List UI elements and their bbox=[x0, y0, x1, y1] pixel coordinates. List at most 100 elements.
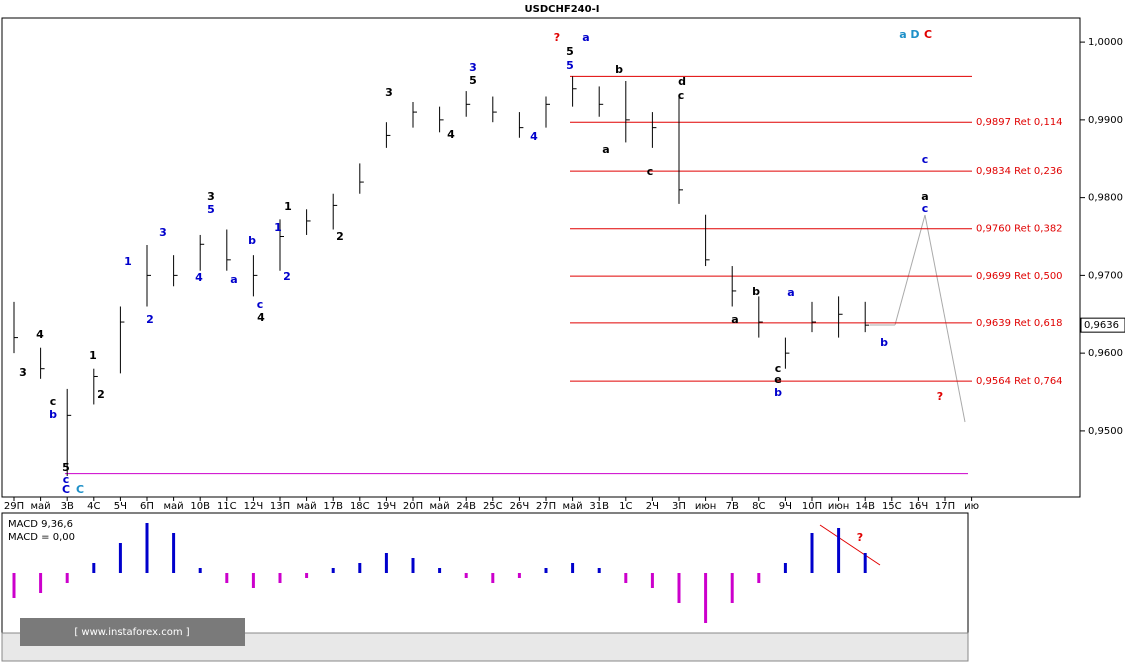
wave-label: 3 bbox=[159, 226, 167, 239]
fib-label: 0,9760 Ret 0,382 bbox=[976, 224, 1063, 235]
wave-label: C bbox=[62, 483, 70, 496]
wave-label: a bbox=[921, 190, 928, 203]
x-tick-label: 24В bbox=[456, 501, 476, 512]
wave-label: 4 bbox=[257, 311, 265, 324]
wave-label: 4 bbox=[530, 130, 538, 143]
x-tick-label: июн bbox=[828, 501, 849, 512]
wave-label: a bbox=[582, 31, 589, 44]
x-tick-label: май bbox=[164, 501, 184, 512]
watermark: [ www.instaforex.com ] bbox=[74, 627, 189, 638]
macd-trend-line bbox=[819, 524, 881, 566]
wave-label: D bbox=[910, 28, 919, 41]
y-tick-label: 0,9700 bbox=[1088, 270, 1123, 281]
wave-label: 2 bbox=[336, 230, 344, 243]
wave-label: 5 bbox=[207, 203, 215, 216]
x-tick-label: 10В bbox=[190, 501, 210, 512]
wave-label: b bbox=[880, 336, 888, 349]
x-tick-label: 3П bbox=[672, 501, 686, 512]
x-tick-label: 1С bbox=[619, 501, 632, 512]
macd-value: MACD = 0,00 bbox=[8, 532, 75, 543]
wave-label: C bbox=[924, 28, 932, 41]
wave-label: 5 bbox=[469, 74, 477, 87]
x-tick-label: 26Ч bbox=[510, 501, 530, 512]
macd-title: MACD 9,36,6 bbox=[8, 519, 73, 530]
price-pane bbox=[1, 17, 1081, 498]
chart-title: USDCHF240-I bbox=[525, 4, 600, 15]
x-tick-label: 9Ч bbox=[779, 501, 792, 512]
y-tick-label: 0,9600 bbox=[1088, 348, 1123, 359]
x-tick-label: май bbox=[563, 501, 583, 512]
x-tick-label: 27П bbox=[536, 501, 556, 512]
wave-label: a bbox=[602, 143, 609, 156]
x-tick-label: май bbox=[31, 501, 51, 512]
wave-label: a bbox=[787, 286, 794, 299]
x-tick-label: 8С bbox=[752, 501, 765, 512]
x-tick-label: май bbox=[430, 501, 450, 512]
x-tick-label: 7В bbox=[726, 501, 739, 512]
fib-label: 0,9897 Ret 0,114 bbox=[976, 117, 1063, 128]
wave-label: b bbox=[49, 408, 57, 421]
x-tick-label: 17В bbox=[323, 501, 343, 512]
forecast-line bbox=[894, 214, 926, 326]
wave-label: c bbox=[257, 298, 264, 311]
y-tick-label: 0,9500 bbox=[1088, 426, 1123, 437]
forecast-line bbox=[924, 214, 966, 423]
wave-label: 5 bbox=[566, 59, 574, 72]
wave-label: ? bbox=[857, 531, 863, 544]
x-tick-label: 18С bbox=[350, 501, 370, 512]
watermark-box bbox=[20, 618, 245, 646]
wave-label: 4 bbox=[195, 271, 203, 284]
wave-label: c bbox=[922, 153, 929, 166]
wave-label: 3 bbox=[385, 86, 393, 99]
x-tick-label: 10П bbox=[802, 501, 822, 512]
wave-label: 3 bbox=[207, 190, 215, 203]
x-tick-label: 19Ч bbox=[377, 501, 397, 512]
wave-label: 2 bbox=[97, 388, 105, 401]
fib-label: 0,9639 Ret 0,618 bbox=[976, 318, 1063, 329]
x-tick-label: 13П bbox=[270, 501, 290, 512]
x-tick-label: 17П bbox=[935, 501, 955, 512]
wave-label: 2 bbox=[146, 313, 154, 326]
x-tick-label: 12Ч bbox=[244, 501, 264, 512]
x-tick-label: 15С bbox=[882, 501, 902, 512]
x-tick-label: ию bbox=[964, 501, 979, 512]
wave-label: 4 bbox=[36, 328, 44, 341]
wave-label: 3 bbox=[19, 366, 27, 379]
wave-label: c bbox=[50, 395, 57, 408]
wave-label: 5 bbox=[566, 45, 574, 58]
last-price-box bbox=[1080, 317, 1125, 333]
y-tick-label: 0,9900 bbox=[1088, 115, 1123, 126]
x-tick-label: 3В bbox=[61, 501, 74, 512]
wave-label: c bbox=[922, 202, 929, 215]
wave-label: c bbox=[678, 89, 685, 102]
x-tick-label: 14В bbox=[855, 501, 875, 512]
wave-label: b bbox=[752, 285, 760, 298]
wave-label: e bbox=[774, 373, 781, 386]
x-tick-label: 5Ч bbox=[114, 501, 127, 512]
wave-label: ? bbox=[937, 390, 943, 403]
x-tick-label: 16Ч bbox=[909, 501, 929, 512]
wave-label: 1 bbox=[89, 349, 97, 362]
wave-label: 2 bbox=[283, 270, 291, 283]
x-tick-label: июн bbox=[695, 501, 716, 512]
wave-label: c bbox=[775, 362, 782, 375]
last-price-label: 0,9636 bbox=[1084, 320, 1119, 331]
wave-label: C bbox=[76, 483, 84, 496]
wave-label: c bbox=[63, 473, 70, 486]
wave-label: b bbox=[248, 234, 256, 247]
fib-label: 0,9564 Ret 0,764 bbox=[976, 376, 1063, 387]
wave-label: ? bbox=[554, 31, 560, 44]
fib-label: 0,9699 Ret 0,500 bbox=[976, 271, 1063, 282]
x-tick-label: 20П bbox=[403, 501, 423, 512]
y-tick-label: 1,0000 bbox=[1088, 37, 1123, 48]
x-tick-label: 11С bbox=[217, 501, 237, 512]
x-tick-label: 29П bbox=[4, 501, 24, 512]
wave-label: 4 bbox=[447, 128, 455, 141]
wave-label: 1 bbox=[124, 255, 132, 268]
wave-label: a bbox=[731, 313, 738, 326]
x-tick-label: 25С bbox=[483, 501, 503, 512]
wave-label: d bbox=[678, 75, 686, 88]
x-tick-label: 4С bbox=[87, 501, 100, 512]
